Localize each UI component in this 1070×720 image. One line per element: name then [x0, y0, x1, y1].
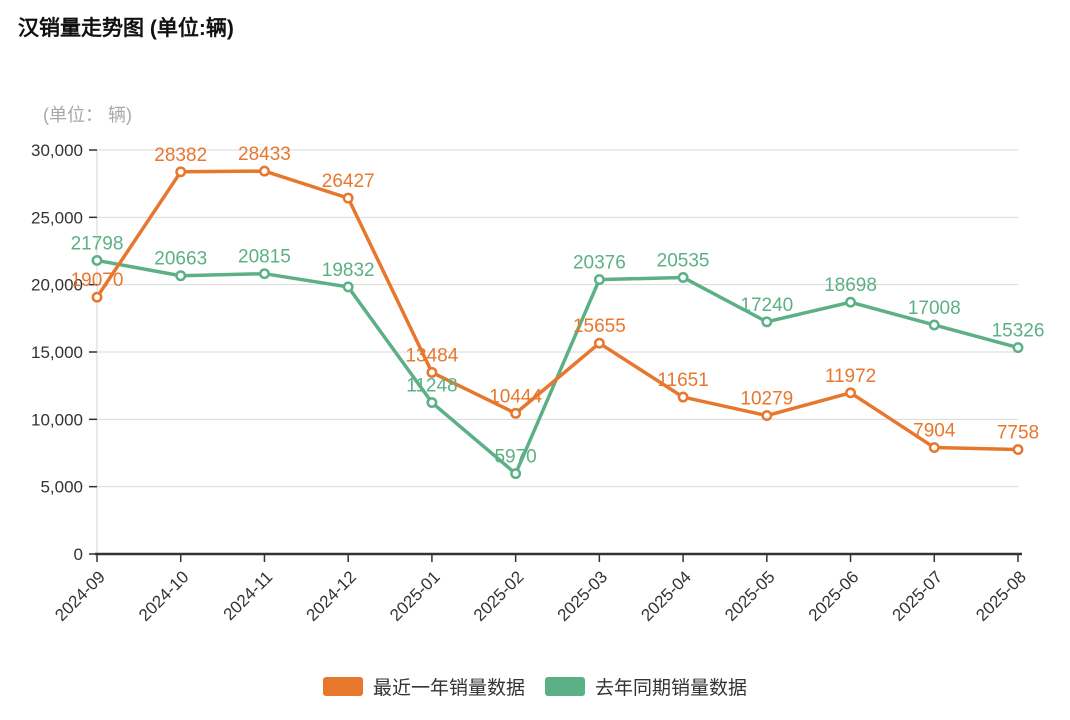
data-point-marker[interactable]	[342, 281, 354, 293]
x-axis-label: 2025-01	[386, 567, 444, 625]
data-point-marker[interactable]	[761, 410, 773, 422]
x-axis-label: 2025-04	[637, 567, 695, 625]
legend-item-recent-year[interactable]: 最近一年销量数据	[322, 673, 525, 700]
data-point-marker[interactable]	[426, 397, 438, 408]
data-point-marker[interactable]	[91, 255, 103, 266]
data-point-marker[interactable]	[761, 316, 773, 328]
y-axis-label: 0	[74, 545, 83, 564]
data-point-label: 11651	[657, 370, 708, 391]
legend-swatch-recent-year	[322, 677, 363, 696]
data-point-label: 11972	[825, 366, 876, 387]
data-point-marker[interactable]	[1012, 342, 1024, 354]
x-axis-label: 2025-05	[721, 567, 779, 625]
data-point-label: 20815	[238, 247, 291, 268]
data-point-label: 18698	[824, 275, 877, 296]
legend-swatch-last-year	[545, 677, 585, 696]
x-axis-label: 2024-10	[135, 567, 193, 625]
x-axis-label: 2025-06	[805, 567, 863, 625]
x-axis-label: 2024-11	[220, 567, 277, 624]
data-point-label: 21798	[71, 233, 124, 254]
data-point-marker[interactable]	[91, 291, 103, 303]
data-point-marker[interactable]	[510, 468, 522, 480]
data-point-label: 28433	[238, 144, 291, 165]
data-point-marker[interactable]	[677, 391, 689, 403]
x-axis-label: 2024-09	[51, 567, 109, 625]
x-axis-label: 2025-07	[889, 567, 947, 625]
data-point-label: 26427	[322, 171, 375, 192]
y-axis-label: 20,000	[31, 276, 83, 295]
data-point-label: 20663	[154, 249, 207, 270]
page-title: 汉销量走势图 (单位:辆)	[18, 17, 234, 40]
y-axis-label: 5,000	[40, 478, 83, 497]
data-point-marker[interactable]	[1012, 444, 1024, 455]
data-point-label: 13484	[405, 345, 458, 366]
data-point-label: 10444	[489, 386, 542, 407]
data-point-marker[interactable]	[928, 319, 940, 331]
series-line-0	[95, 169, 1020, 452]
data-point-marker[interactable]	[593, 337, 605, 349]
data-point-label: 7904	[913, 421, 956, 442]
data-point-label: 11248	[406, 376, 457, 397]
data-point-label: 20376	[573, 253, 626, 274]
legend-label-last-year: 去年同期销量数据	[595, 678, 748, 699]
data-point-marker[interactable]	[928, 442, 940, 454]
chart-unit-label: (单位： 辆)	[43, 105, 132, 125]
data-point-label: 17008	[908, 298, 961, 319]
data-point-label: 10279	[740, 389, 793, 410]
data-point-label: 20535	[657, 250, 710, 271]
data-point-label: 5970	[494, 447, 536, 468]
data-point-marker[interactable]	[426, 366, 438, 378]
legend-label-recent-year: 最近一年销量数据	[372, 678, 525, 699]
x-axis-label: 2025-02	[470, 567, 528, 625]
chart-legend: 最近一年销量数据 去年同期销量数据	[0, 673, 1070, 700]
data-point-label: 19832	[322, 260, 375, 281]
data-point-marker[interactable]	[845, 387, 856, 399]
data-point-marker[interactable]	[510, 407, 522, 419]
x-axis-label: 2025-03	[554, 567, 612, 625]
data-point-marker[interactable]	[593, 274, 605, 286]
y-axis-label: 10,000	[31, 410, 83, 429]
series-line-1	[95, 258, 1020, 476]
data-point-label: 28382	[154, 145, 207, 166]
y-axis-label: 15,000	[31, 343, 83, 362]
data-point-label: 7758	[997, 423, 1039, 444]
x-axis-label: 2025-08	[972, 567, 1030, 625]
data-point-marker[interactable]	[677, 272, 689, 283]
data-point-marker[interactable]	[342, 192, 354, 204]
data-point-marker[interactable]	[259, 268, 270, 280]
data-point-marker[interactable]	[175, 166, 187, 178]
x-axis-label: 2024-12	[302, 567, 360, 625]
data-point-label: 15655	[573, 316, 626, 337]
data-point-label: 19070	[71, 270, 124, 291]
y-axis-label: 25,000	[31, 208, 83, 227]
data-point-label: 15326	[992, 321, 1045, 342]
legend-item-last-year[interactable]: 去年同期销量数据	[545, 673, 747, 700]
data-point-marker[interactable]	[845, 296, 856, 308]
data-point-marker[interactable]	[175, 270, 187, 282]
y-axis-label: 30,000	[31, 141, 83, 160]
data-point-marker[interactable]	[259, 165, 270, 177]
data-point-label: 17240	[740, 295, 793, 316]
